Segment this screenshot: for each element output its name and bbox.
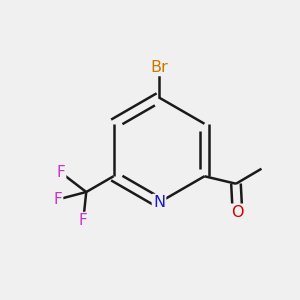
Text: O: O — [231, 205, 244, 220]
Text: F: F — [56, 165, 65, 180]
Text: F: F — [79, 213, 88, 228]
Text: F: F — [53, 192, 62, 207]
Text: N: N — [153, 195, 165, 210]
Text: Br: Br — [150, 60, 168, 75]
